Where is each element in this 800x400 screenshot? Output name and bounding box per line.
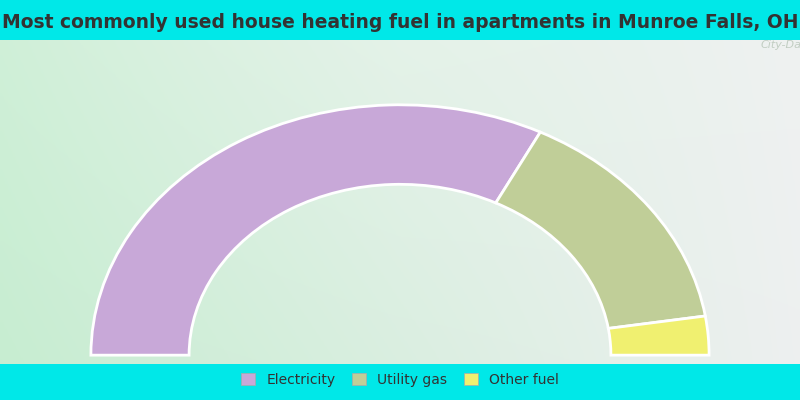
Wedge shape [496,132,706,328]
Wedge shape [91,105,540,355]
Text: Most commonly used house heating fuel in apartments in Munroe Falls, OH: Most commonly used house heating fuel in… [2,12,798,32]
Legend: Electricity, Utility gas, Other fuel: Electricity, Utility gas, Other fuel [236,368,564,392]
Wedge shape [608,316,709,355]
Text: City-Data.com: City-Data.com [761,40,800,50]
